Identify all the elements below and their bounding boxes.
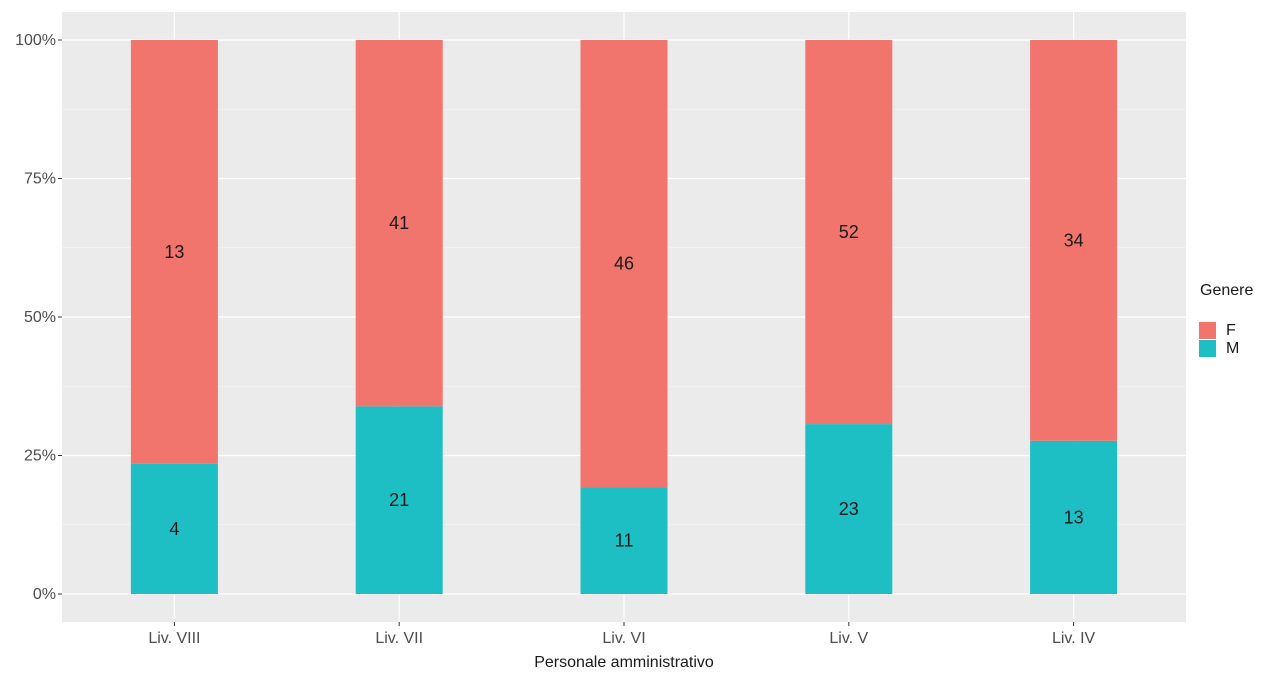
bar-label-m: 21 [389, 490, 409, 510]
bar-segment-f [1030, 40, 1118, 441]
legend-label-m: M [1226, 340, 1239, 357]
legend-title: Genere [1200, 282, 1253, 299]
bar-label-m: 13 [1064, 507, 1084, 527]
bar-label-m: 4 [169, 519, 179, 539]
x-tick-label: Liv. IV [1052, 630, 1096, 647]
bar-label-m: 11 [615, 531, 634, 551]
bar-segment-m [355, 406, 443, 594]
legend-key-m [1199, 340, 1216, 357]
bar-labels: 4 13 21 41 11 46 23 52 13 34 [164, 213, 1083, 550]
y-tick-label: 100% [15, 32, 56, 49]
x-tick-label: Liv. V [829, 630, 868, 647]
bar-label-m: 23 [839, 499, 859, 519]
bars [130, 40, 1118, 594]
legend: Genere FM [1199, 282, 1253, 357]
bar-label-f: 34 [1064, 230, 1084, 250]
bar-segment-f [130, 40, 218, 464]
x-tick-label: Liv. VI [602, 630, 645, 647]
y-tick-label: 0% [33, 586, 56, 603]
bar-segment-f [580, 40, 668, 488]
y-tick-label: 50% [24, 309, 56, 326]
bar-label-f: 13 [164, 242, 184, 262]
x-tick-label: Liv. VIII [148, 630, 200, 647]
y-tick-label: 75% [24, 171, 56, 188]
y-tick-label: 25% [24, 448, 56, 465]
bar-segment-f [805, 40, 893, 425]
x-axis-title: Personale amministrativo [534, 654, 714, 671]
bar-segment-f [355, 40, 443, 407]
bar-segment-m [130, 463, 218, 594]
bar-segment-m [1030, 440, 1118, 594]
bar-segment-m [580, 487, 668, 594]
bar-label-f: 52 [839, 222, 859, 242]
bar-label-f: 41 [389, 213, 409, 233]
x-tick-label: Liv. VII [375, 630, 423, 647]
legend-label-f: F [1226, 322, 1236, 339]
legend-key-f [1199, 322, 1216, 339]
bar-segment-m [805, 424, 893, 594]
x-axis: Liv. VIII Liv. VII Liv. VI Liv. V Liv. IV [148, 622, 1096, 647]
y-axis: 0% 25% 50% 75% 100% [15, 32, 62, 603]
bar-label-f: 46 [614, 254, 634, 274]
